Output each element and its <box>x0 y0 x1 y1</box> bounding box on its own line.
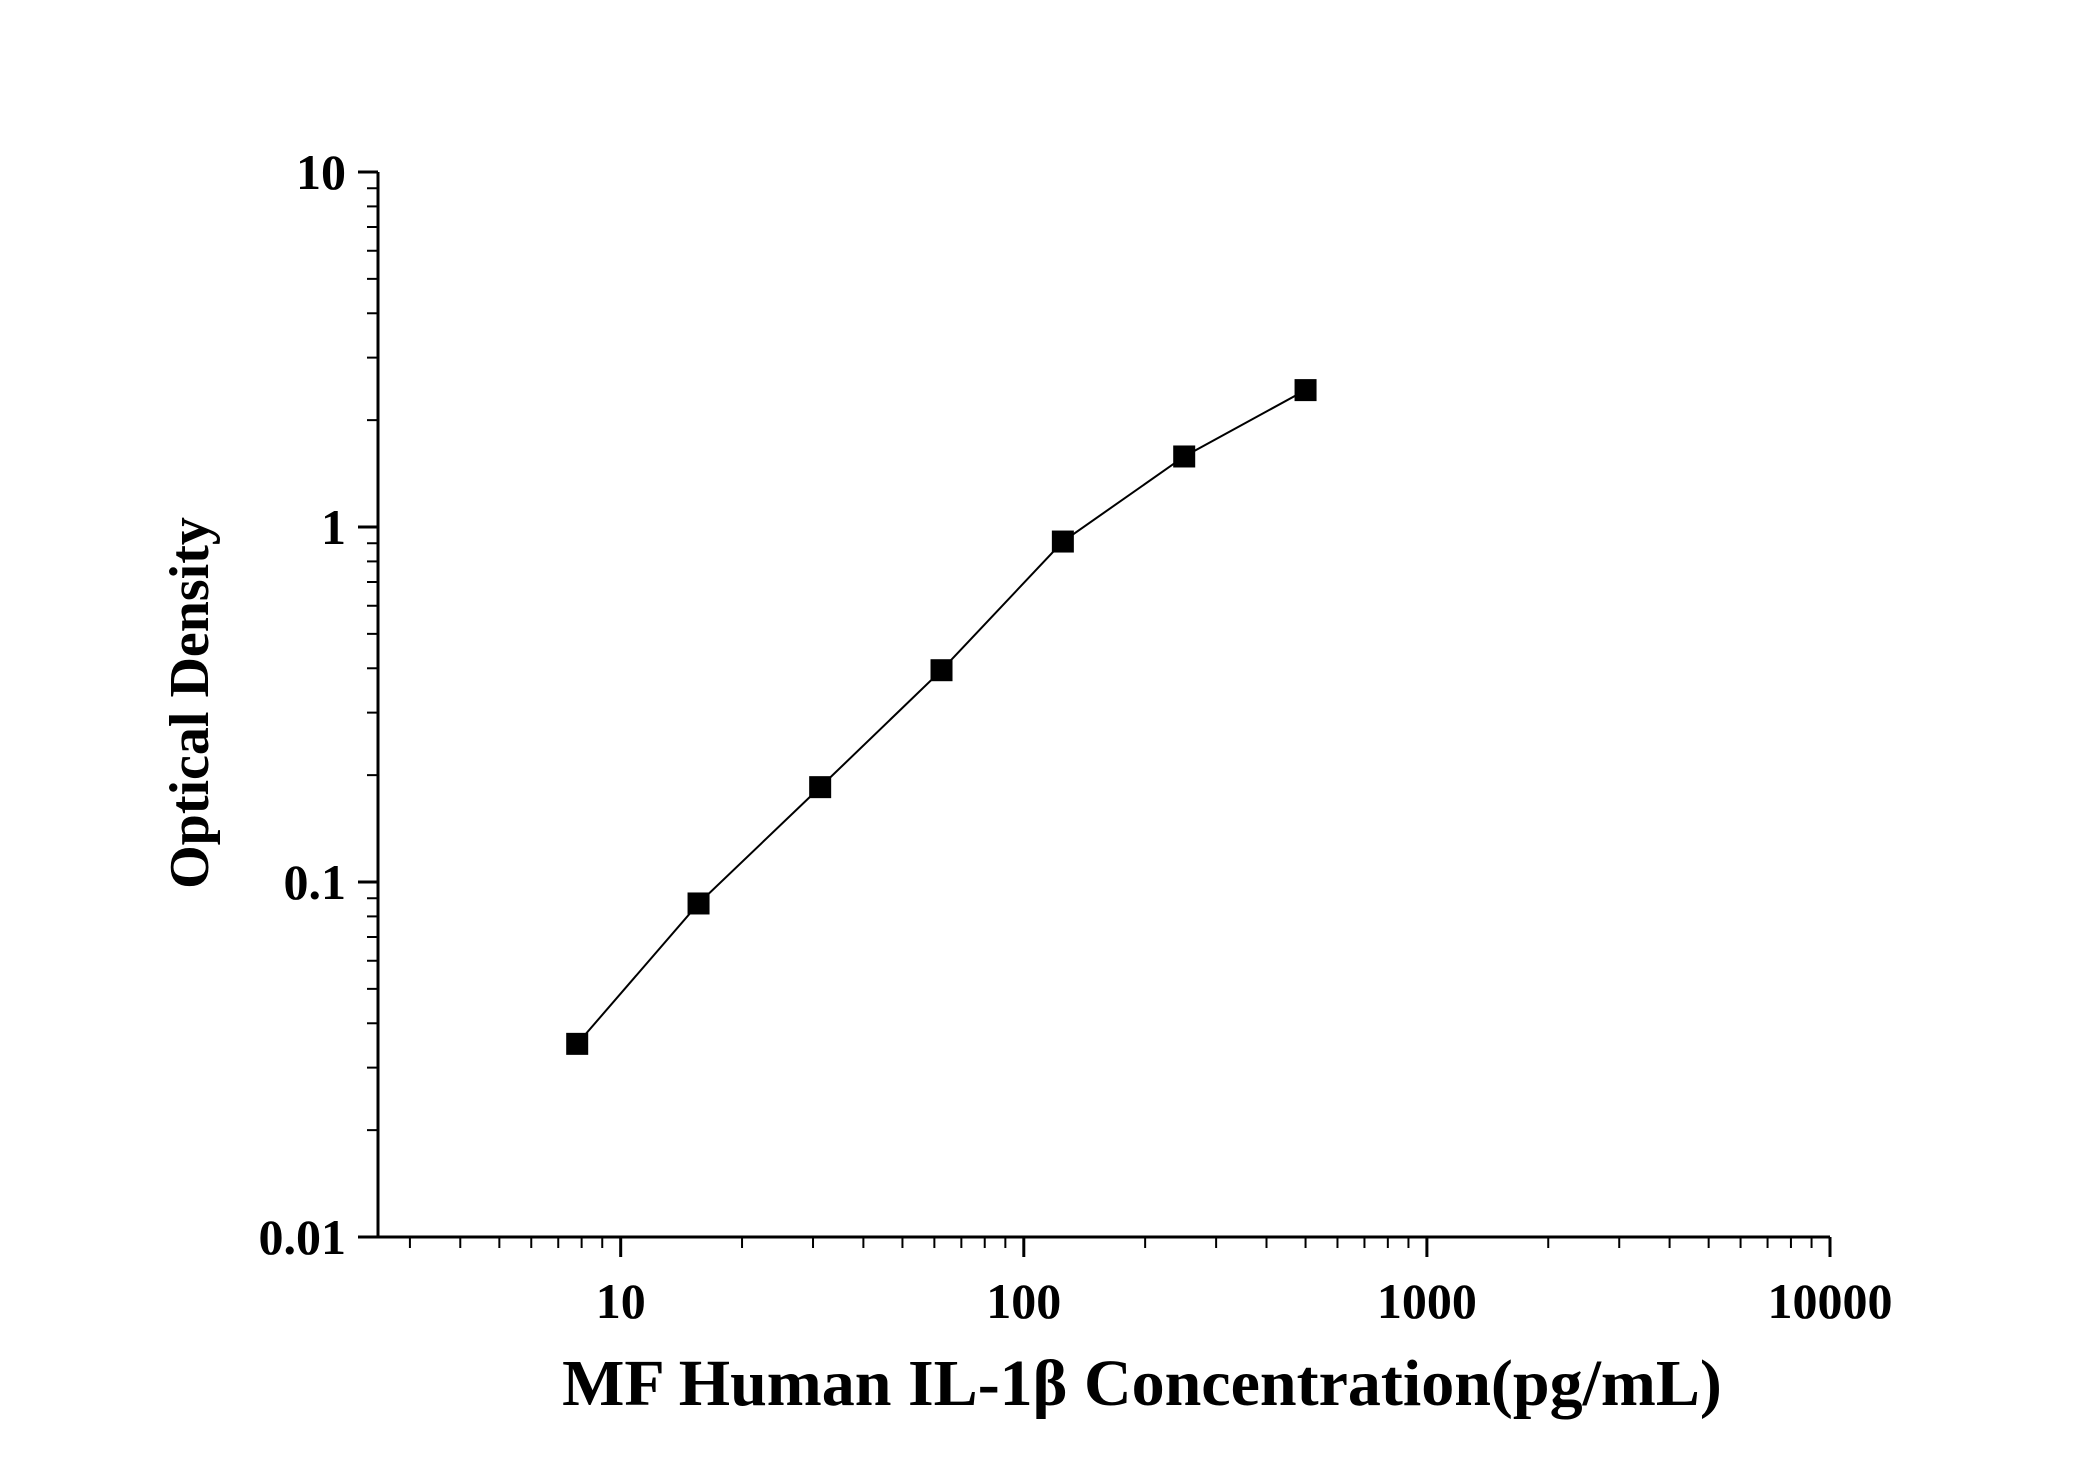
y-tick-label: 0.1 <box>284 854 347 910</box>
y-tick-label: 1 <box>321 499 346 555</box>
y-tick-labels: 0.01 0.1 1 10 <box>259 144 347 1265</box>
x-tick-label: 100 <box>986 1273 1061 1329</box>
data-point-marker <box>687 892 710 915</box>
major-ticks <box>358 170 1832 1257</box>
y-axis-title: Optical Density <box>159 517 221 889</box>
data-point-marker <box>1294 379 1317 402</box>
y-tick-label: 10 <box>296 144 346 200</box>
data-point-marker <box>1173 445 1196 468</box>
y-tick-label: 0.01 <box>259 1209 347 1265</box>
data-point-marker <box>809 776 832 799</box>
data-point-marker <box>930 659 953 682</box>
data-point-marker <box>566 1032 589 1055</box>
minor-ticks <box>367 187 1813 1248</box>
x-tick-label: 10000 <box>1768 1273 1893 1329</box>
x-tick-label: 10 <box>596 1273 646 1329</box>
data-point-marker <box>1051 530 1074 553</box>
x-axis-title: MF Human IL-1β Concentration(pg/mL) <box>562 1347 1722 1420</box>
data-markers <box>566 379 1317 1055</box>
series-line <box>576 389 1307 1045</box>
x-tick-label: 1000 <box>1377 1273 1477 1329</box>
x-tick-labels: 10 100 1000 10000 <box>596 1273 1893 1329</box>
